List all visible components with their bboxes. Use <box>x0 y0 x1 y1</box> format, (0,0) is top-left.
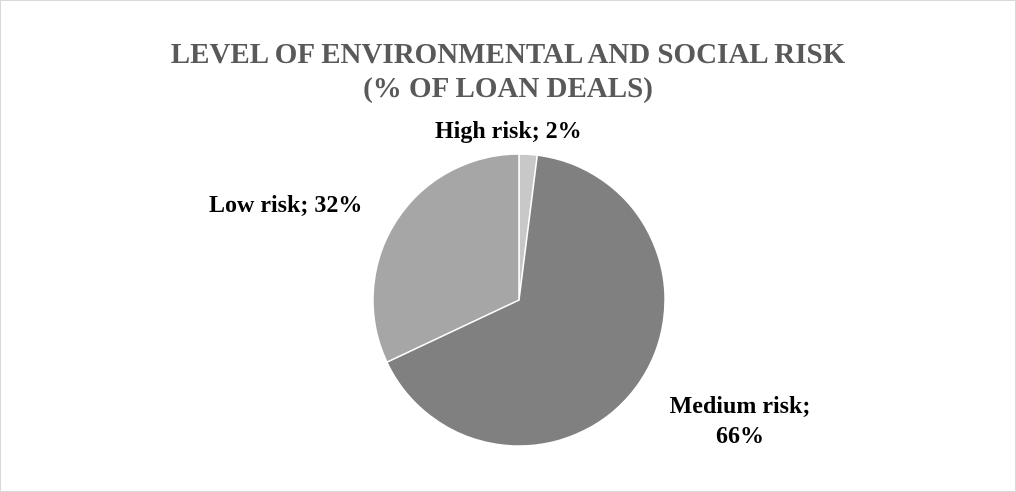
pie-slices <box>372 153 666 447</box>
slice-label-medium-risk: Medium risk; 66% <box>654 391 826 451</box>
slice-label-medium-risk-value: 66% <box>716 423 764 449</box>
slice-label-medium-risk-name: Medium risk; <box>669 393 811 419</box>
pie-slice-low-risk <box>372 153 520 364</box>
slice-label-high-risk: High risk; 2% <box>435 118 582 144</box>
chart-title-line-2: (% OF LOAN DEALS) <box>363 72 653 104</box>
pie-slice-medium-risk <box>385 154 666 447</box>
slice-label-low-risk: Low risk; 32% <box>209 192 363 218</box>
chart-title-line-1: LEVEL OF ENVIRONMENTAL AND SOCIAL RISK <box>170 38 846 70</box>
